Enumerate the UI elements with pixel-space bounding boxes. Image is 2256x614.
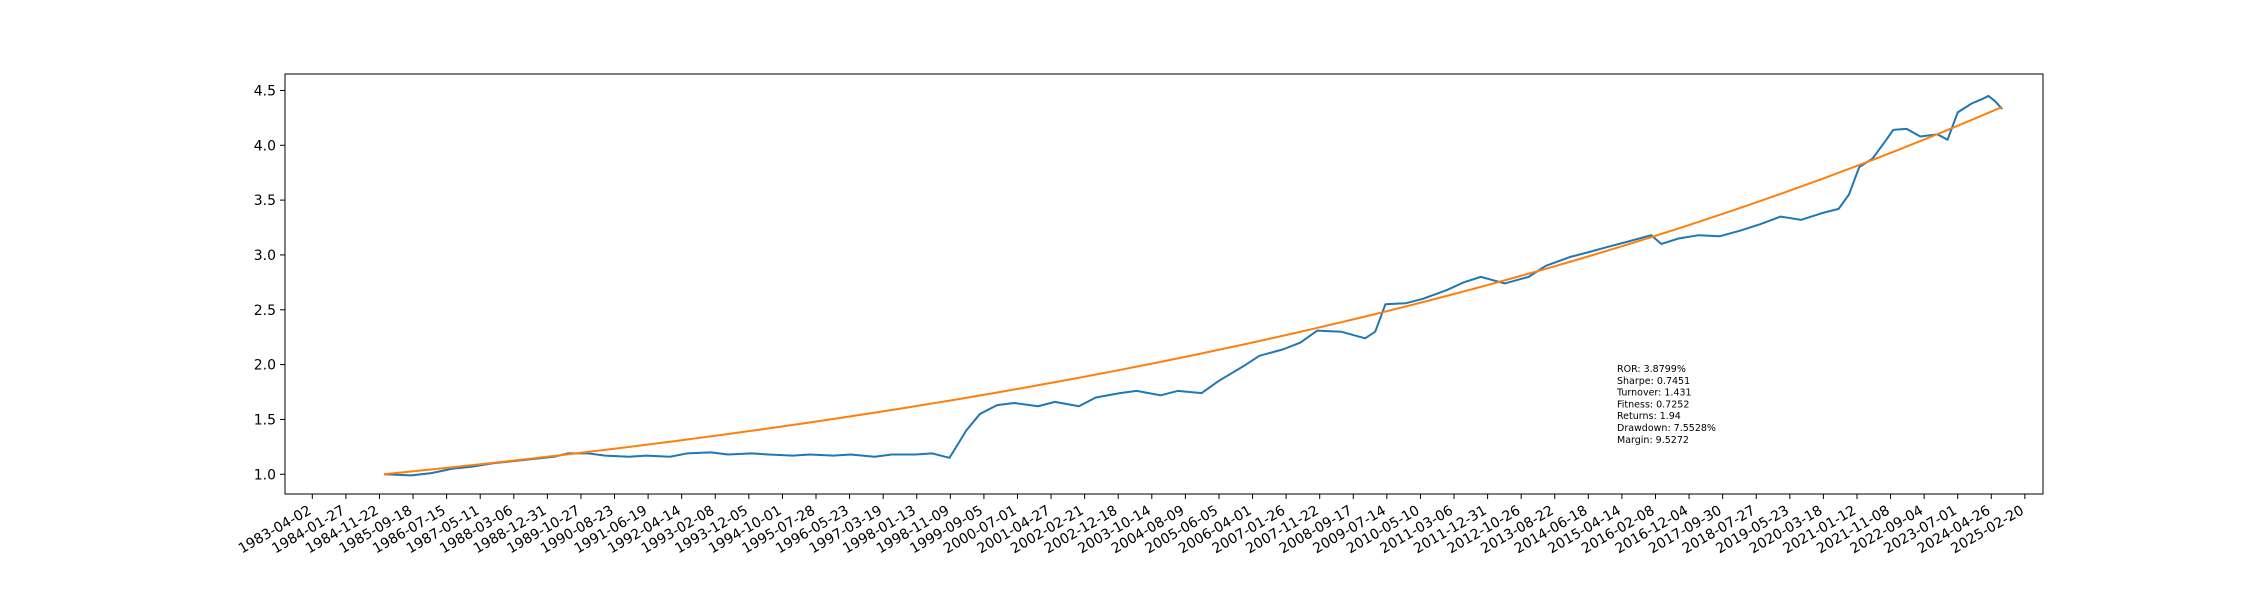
series-layer bbox=[383, 94, 2003, 477]
stats-line: Returns: 1.94 bbox=[1617, 411, 1681, 422]
y-tick-label: 4.0 bbox=[254, 138, 276, 154]
y-tick-label: 2.0 bbox=[254, 358, 276, 374]
stats-line: Turnover: 1.431 bbox=[1616, 388, 1692, 399]
plot-frame bbox=[284, 73, 2044, 495]
stats-line: Margin: 9.5272 bbox=[1617, 435, 1689, 446]
stats-line: Fitness: 0.7252 bbox=[1617, 399, 1689, 410]
y-tick-label: 3.0 bbox=[254, 248, 276, 264]
stats-line: Drawdown: 7.5528% bbox=[1617, 423, 1716, 434]
y-tick-label: 4.5 bbox=[254, 83, 276, 99]
y-tick-label: 2.5 bbox=[254, 303, 276, 319]
stats-line: ROR: 3.8799% bbox=[1617, 364, 1686, 375]
y-tick-label: 3.5 bbox=[254, 193, 276, 209]
y-tick-label: 1.0 bbox=[254, 467, 276, 483]
y-axis: 1.0 1.5 2.0 2.5 3.0 3.5 4.0 4.5 bbox=[254, 83, 285, 483]
x-axis: 1983-04-021984-01-271984-11-221985-09-18… bbox=[236, 494, 2027, 557]
y-tick-label: 1.5 bbox=[254, 412, 276, 428]
pnl-line bbox=[383, 94, 2003, 477]
trend-line bbox=[383, 105, 2003, 476]
stats-line: Sharpe: 0.7451 bbox=[1617, 376, 1690, 387]
